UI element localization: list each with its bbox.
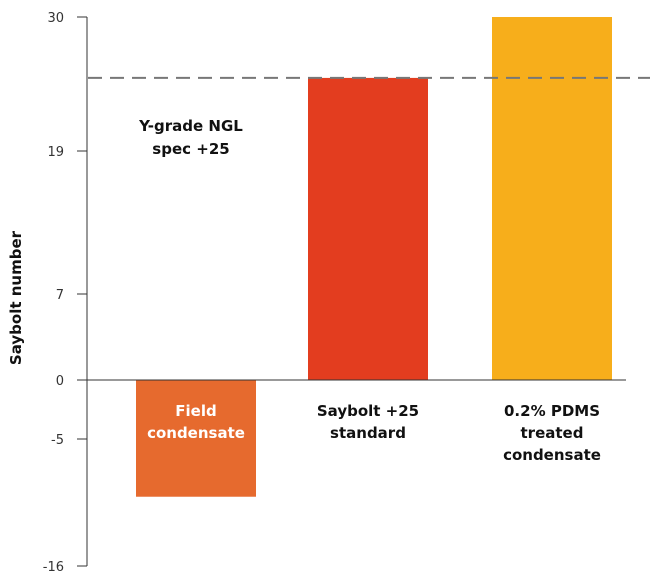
y-tick-label: 30 [47,11,64,26]
y-tick-label: 19 [47,145,64,160]
labels-layer: Y-grade NGL spec +25 Field condensate Saybol… [138,117,601,464]
y-tick-label: 0 [56,374,64,389]
category-label-3: 0.2% PDMS treated condensate [503,402,601,464]
bar-2 [308,77,428,380]
reference-line-label: Y-grade NGL spec +25 [138,117,243,158]
bar-3 [492,17,612,380]
bar-1 [136,380,256,497]
category-label-1: Field condensate [147,402,245,442]
y-tick-label: 7 [56,288,64,303]
y-tick-label: -16 [43,560,64,573]
y-tick-label: -5 [51,433,64,448]
y-axis-title: Saybolt number [7,230,25,365]
y-axis: 30 19 7 0 -5 -16 Saybolt number [7,11,626,573]
category-label-2: Saybolt +25 standard [317,402,419,442]
